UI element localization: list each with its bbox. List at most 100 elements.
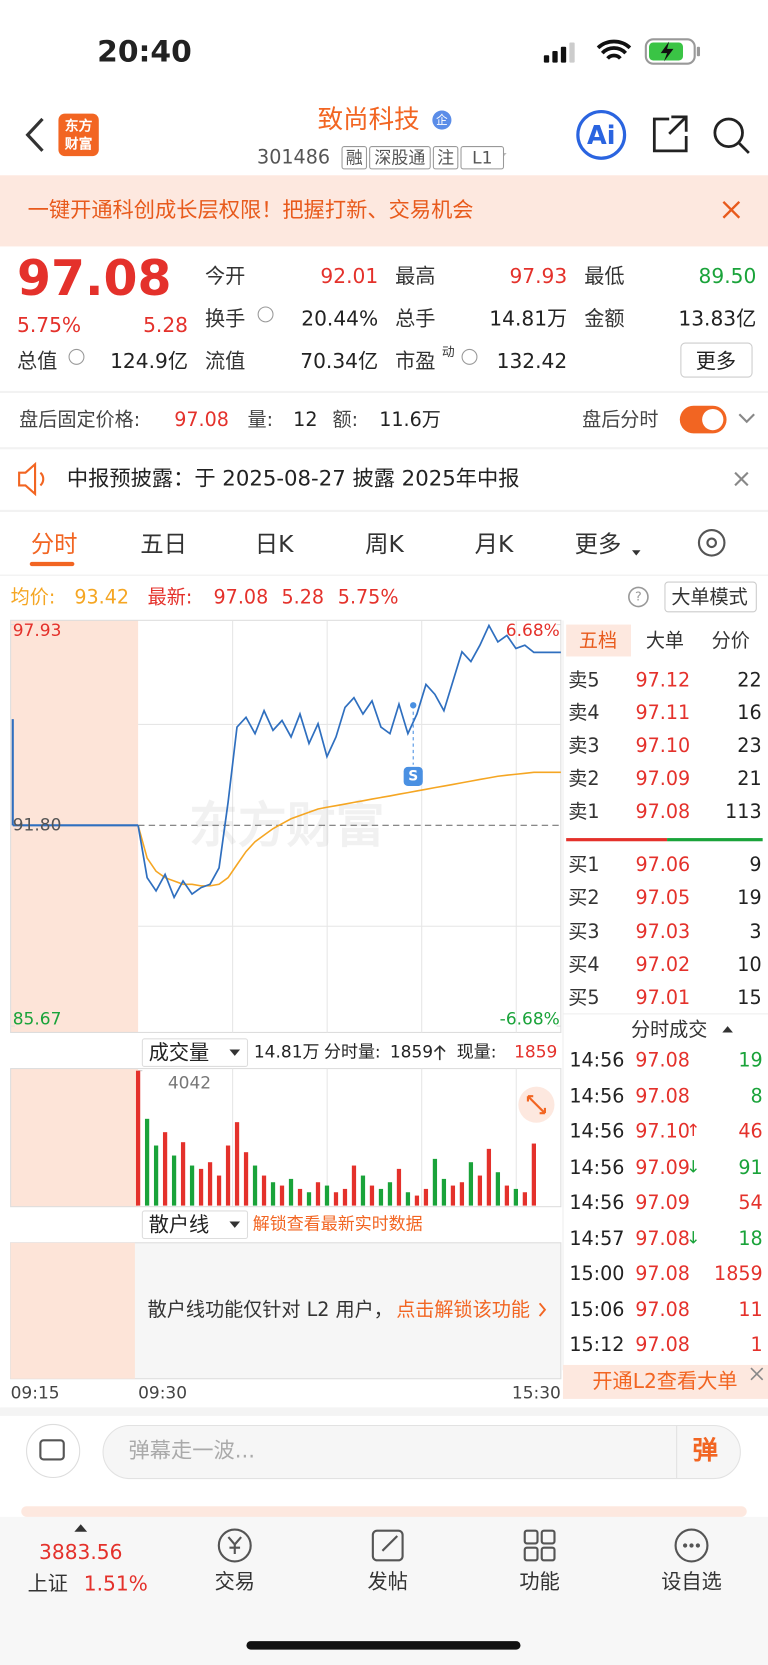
tab[interactable]: 月K: [475, 530, 514, 558]
book-price: 97.03: [635, 920, 690, 943]
settings-button[interactable]: [697, 528, 726, 557]
tab[interactable]: 周K: [365, 530, 404, 558]
unlock-text[interactable]: 解锁查看最新实时数据: [253, 1215, 423, 1235]
logo: [58, 113, 99, 157]
volume-bar: [513, 1188, 519, 1206]
nav-item[interactable]: 功能: [519, 1570, 559, 1594]
status-icons: [543, 38, 701, 65]
banner-close[interactable]: [722, 200, 741, 219]
volume-bar: [216, 1175, 222, 1206]
more-button[interactable]: [680, 342, 753, 378]
notice-close[interactable]: [734, 471, 749, 487]
trade-price: 97.08: [635, 1085, 690, 1108]
tag-text: 深股通: [374, 148, 425, 168]
volume-bar: [522, 1192, 528, 1206]
volume-bar: [387, 1182, 393, 1206]
field-label: 金额: [584, 307, 624, 331]
field-label: 最高: [395, 264, 435, 288]
book-price: 97.02: [635, 953, 690, 976]
tab[interactable]: 分时: [31, 530, 78, 558]
index-name[interactable]: 上证: [28, 1572, 68, 1596]
cta-bg[interactable]: [562, 1364, 768, 1399]
book-vol: 19: [737, 886, 761, 909]
retail-link[interactable]: 点击解锁该功能: [396, 1298, 530, 1321]
expand-chart[interactable]: [518, 1086, 555, 1123]
tab-indicator: [29, 561, 75, 567]
field-label: 今开: [205, 264, 245, 288]
volume-bar: [252, 1165, 258, 1206]
volume-select[interactable]: [141, 1038, 249, 1067]
cta-text[interactable]: 开通L2查看大单: [592, 1369, 737, 1393]
volume-bar: [144, 1118, 150, 1206]
volume-label[interactable]: 成交量: [149, 1041, 210, 1065]
book-label: 卖3: [568, 734, 599, 757]
help-icon[interactable]: [628, 586, 649, 608]
retail-select[interactable]: [141, 1210, 249, 1240]
book-tab[interactable]: 五档: [579, 629, 617, 652]
link-chevron: [538, 1302, 547, 1317]
tag-text: 注: [437, 148, 454, 168]
comment-placeholder[interactable]: 弹幕走一波...: [129, 1438, 255, 1463]
volume-bar: [153, 1145, 159, 1206]
banner[interactable]: [0, 175, 768, 247]
marker-dot: [410, 702, 417, 709]
share-button[interactable]: [652, 115, 688, 153]
expand[interactable]: [738, 413, 755, 424]
tab[interactable]: 更多: [575, 530, 622, 558]
tab[interactable]: 日K: [255, 530, 294, 558]
book-tab[interactable]: 大单: [646, 629, 684, 652]
premarket-shade: [10, 1242, 135, 1379]
search-button[interactable]: [713, 117, 750, 154]
volume-bar: [270, 1182, 276, 1206]
danmaku-button[interactable]: 弹: [693, 1436, 718, 1466]
tab[interactable]: 五日: [140, 530, 187, 558]
stock-code: 301486: [257, 146, 330, 169]
book-tab[interactable]: 分价: [712, 629, 750, 652]
trade-time: 14:56: [569, 1156, 624, 1179]
nav-item[interactable]: 发帖: [368, 1570, 408, 1594]
nav-item[interactable]: 设自选: [661, 1570, 722, 1594]
grid: [138, 620, 561, 1033]
volume-bar: [297, 1188, 303, 1206]
price-line: [137, 623, 561, 900]
trade-vol: 11: [738, 1298, 762, 1321]
tag-text: 融: [346, 148, 363, 168]
trade-time: 14:56: [569, 1191, 624, 1214]
nav-item[interactable]: 交易: [215, 1570, 255, 1594]
toggle[interactable]: [679, 405, 727, 434]
after-label: 盘后固定价格:: [19, 408, 140, 431]
mode-button[interactable]: [664, 581, 757, 613]
after-label: 量:: [248, 408, 274, 431]
banner-text[interactable]: 一键开通科创成长层权限！把握打新、交易机会: [28, 198, 474, 223]
volume-bar: [441, 1178, 447, 1206]
comment-input[interactable]: [102, 1424, 741, 1480]
index-change[interactable]: 1.51%: [84, 1572, 148, 1596]
book-vol: 21: [737, 767, 761, 790]
trade-price: 97.09: [635, 1156, 690, 1179]
book-vol: 10: [737, 953, 761, 976]
ai-button[interactable]: [576, 109, 627, 160]
avg-line: [137, 771, 561, 887]
field-value: 13.83亿: [678, 307, 756, 331]
after-price: 97.08: [174, 408, 229, 431]
volume-bar: [288, 1178, 294, 1206]
notice-text[interactable]: 中报预披露：于 2025-08-27 披露 2025年中报: [67, 467, 520, 492]
book-vol: 15: [737, 986, 761, 1009]
cta-close[interactable]: [750, 1367, 764, 1381]
volume-bar: [531, 1143, 536, 1206]
index-value[interactable]: 3883.56: [39, 1540, 122, 1564]
ai-text[interactable]: Ai: [587, 121, 615, 151]
volume-bar: [306, 1192, 312, 1206]
trade-time: 14:56: [569, 1120, 624, 1143]
more-text[interactable]: 更多: [696, 349, 736, 373]
volume-bar: [171, 1155, 177, 1206]
book-label: 买1: [568, 853, 599, 876]
danmaku-settings[interactable]: [26, 1423, 81, 1479]
arrow: [433, 1045, 446, 1061]
retail-label[interactable]: 散户线: [149, 1213, 210, 1237]
back-button[interactable]: [25, 117, 44, 152]
mode-text[interactable]: 大单模式: [671, 585, 747, 608]
trades-title[interactable]: 分时成交: [631, 1018, 707, 1041]
book-vol: 23: [737, 734, 761, 757]
field-sup: 动: [442, 345, 455, 360]
